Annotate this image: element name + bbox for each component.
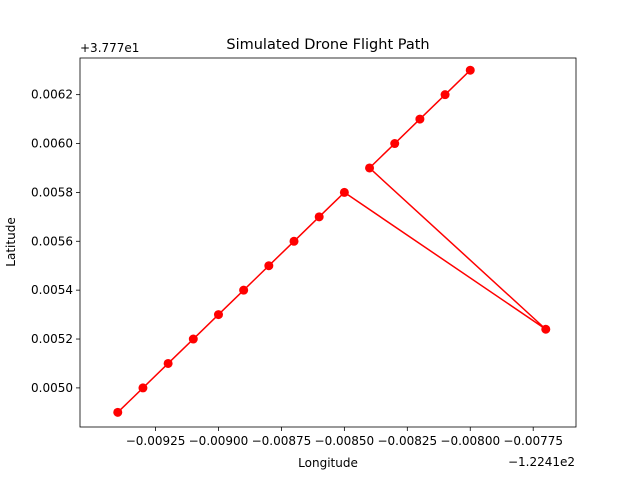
x-axis-label: Longitude bbox=[298, 456, 358, 470]
waypoint-marker bbox=[440, 90, 450, 100]
y-tick-label: 0.0054 bbox=[31, 283, 73, 297]
waypoint-marker bbox=[365, 163, 375, 173]
y-axis: 0.0050 0.0052 0.0054 0.0056 0.0058 0.0060 0.00… bbox=[31, 88, 80, 395]
x-axis: −0.00925 −0.00900 −0.00875 −0.00850 −0.00825… bbox=[126, 427, 563, 448]
x-offset-label: −1.2241e2 bbox=[508, 455, 575, 469]
waypoint-marker bbox=[239, 285, 249, 295]
waypoint-marker bbox=[163, 358, 173, 368]
y-axis-label: Latitude bbox=[4, 217, 18, 266]
waypoint-marker bbox=[289, 236, 299, 246]
y-tick-label: 0.0058 bbox=[31, 185, 73, 199]
waypoint-marker bbox=[264, 261, 274, 271]
waypoint-marker bbox=[138, 383, 148, 393]
y-tick-label: 0.0060 bbox=[31, 137, 73, 151]
y-tick-label: 0.0062 bbox=[31, 88, 73, 102]
x-tick-label: −0.00850 bbox=[315, 434, 375, 448]
y-tick-label: 0.0050 bbox=[31, 381, 73, 395]
y-tick-label: 0.0056 bbox=[31, 234, 73, 248]
waypoint-marker bbox=[113, 407, 123, 417]
x-tick-label: −0.00825 bbox=[377, 434, 437, 448]
plot-area-frame bbox=[79, 57, 577, 428]
waypoint-marker bbox=[314, 212, 324, 222]
waypoint-marker bbox=[188, 334, 198, 344]
x-tick-label: −0.00925 bbox=[126, 434, 186, 448]
y-offset-label: +3.777e1 bbox=[80, 41, 139, 55]
flight-path-line bbox=[117, 69, 547, 413]
chart-title: Simulated Drone Flight Path bbox=[226, 37, 429, 53]
waypoint-marker bbox=[390, 139, 400, 149]
x-tick-label: −0.00775 bbox=[503, 434, 563, 448]
waypoint-marker bbox=[415, 114, 425, 124]
x-tick-label: −0.00875 bbox=[252, 434, 312, 448]
x-tick-label: −0.00900 bbox=[189, 434, 249, 448]
waypoint-marker bbox=[541, 324, 551, 334]
waypoint-marker bbox=[339, 187, 349, 197]
waypoint-marker bbox=[465, 65, 475, 75]
flight-path-series bbox=[113, 65, 551, 417]
waypoint-marker bbox=[213, 310, 223, 320]
x-tick-label: −0.00800 bbox=[440, 434, 500, 448]
y-tick-label: 0.0052 bbox=[31, 332, 73, 346]
